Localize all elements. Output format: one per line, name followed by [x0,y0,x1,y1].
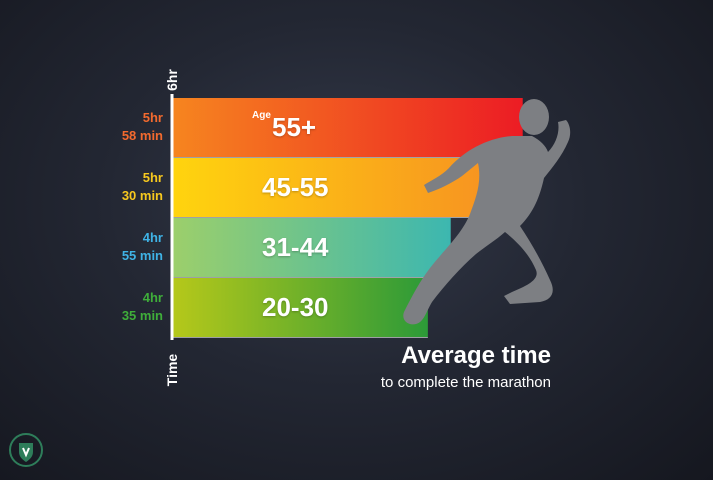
bar-55+ [173,98,523,157]
axis-top-label: 6hr [164,69,180,91]
time-label: 5hr 58 min [0,109,163,145]
bars-layer [173,98,523,338]
age-range-label: 20-30 [262,292,329,322]
age-word-label: Age [252,110,271,121]
time-label-line: 5hr [142,110,163,125]
chart-title: Average time [401,342,551,369]
time-label-line: 4hr [142,230,163,245]
bar-45-55 [173,158,491,217]
time-label: 4hr 55 min [0,229,163,265]
axis-bottom-label: Time [164,353,180,387]
runner-silhouette [403,99,571,325]
time-label: 5hr 30 min [0,169,163,205]
bar-31-44 [173,218,451,277]
time-label-line: 4hr [142,290,163,305]
shield-logo-icon [9,433,43,467]
age-range-label: 31-44 [262,232,329,262]
time-label-line: 58 min [121,128,163,143]
age-range-label: 45-55 [262,172,329,202]
age-range-label: 55+ [272,112,317,142]
chart-subtitle: to complete the marathon [380,374,551,391]
time-label: 4hr 35 min [0,289,163,325]
bar-20-30 [173,278,428,337]
time-label-line: 30 min [121,188,163,203]
time-label-line: 35 min [121,308,163,323]
time-label-line: 55 min [121,248,163,263]
time-label-line: 5hr [142,170,163,185]
